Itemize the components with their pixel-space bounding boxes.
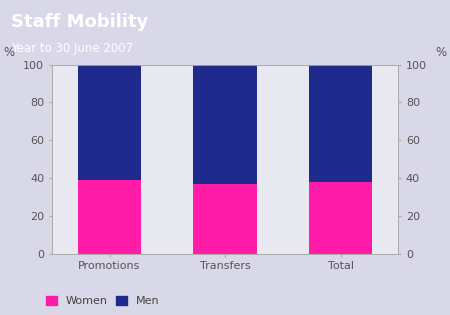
Bar [78,180,141,254]
Text: %: % [436,46,447,59]
Bar [309,65,372,182]
Text: Year to 30 June 2007: Year to 30 June 2007 [11,42,133,55]
Text: Staff Mobility: Staff Mobility [11,13,148,31]
Bar [78,65,141,180]
Bar [193,65,257,184]
Legend: Women, Men: Women, Men [46,296,159,306]
Bar [309,182,372,254]
Bar [193,184,257,254]
Text: %: % [3,46,14,59]
